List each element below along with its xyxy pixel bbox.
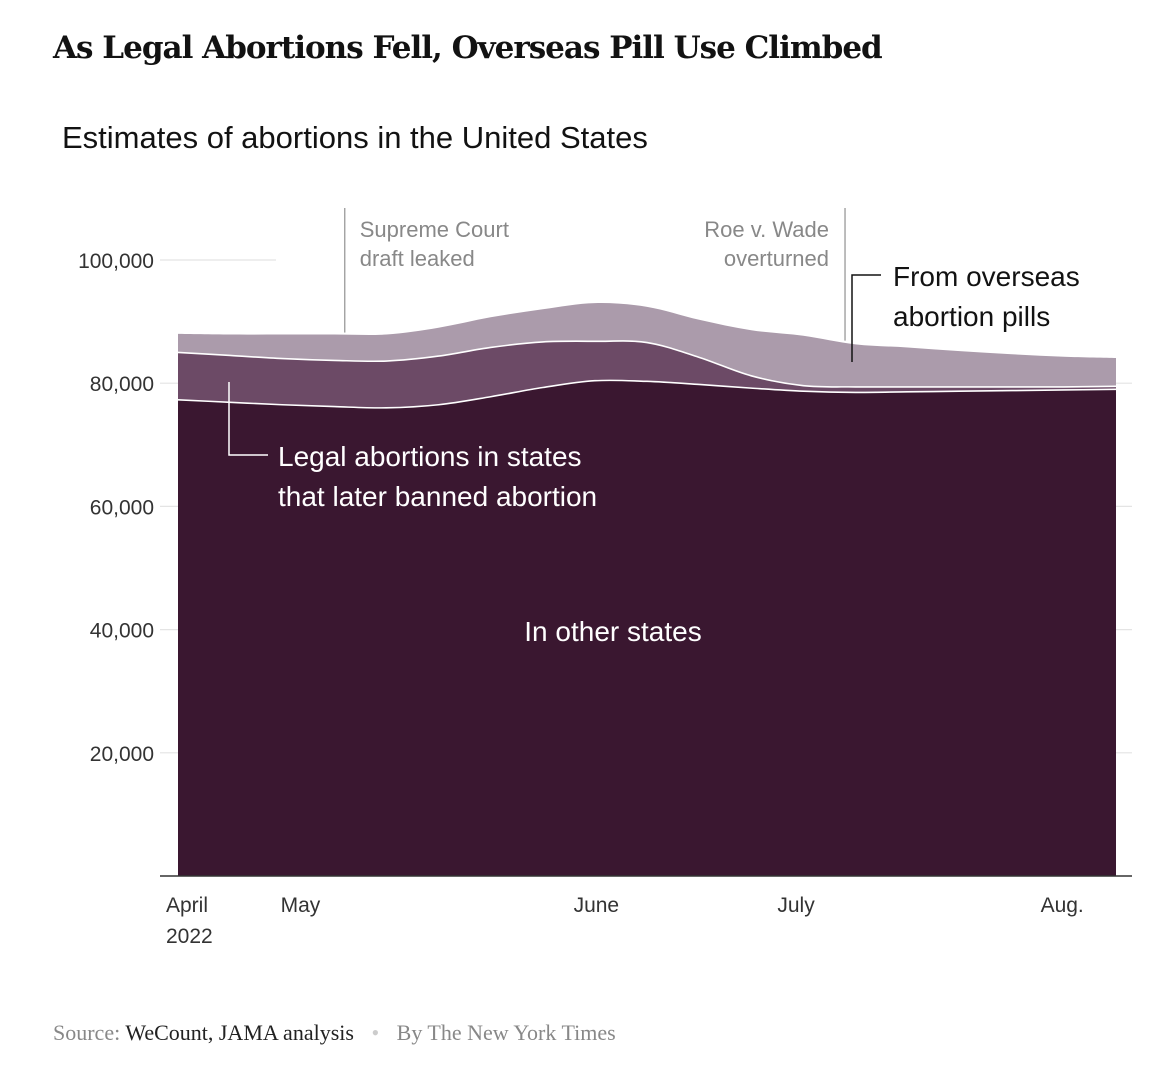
series-boundaries bbox=[177, 340, 1117, 409]
x-tick-label: May bbox=[281, 894, 321, 917]
other-states-series-label: In other states bbox=[524, 616, 701, 647]
legal-leader-line bbox=[228, 382, 268, 456]
roe-overturned-label-line1: Roe v. Wade bbox=[704, 217, 829, 242]
annotations: Supreme Court draft leaked Roe v. Wade o… bbox=[228, 208, 1080, 647]
boundary-legal-banned-states bbox=[177, 340, 1117, 388]
pills-series-label-line1: From overseas bbox=[893, 261, 1080, 292]
roe-overturned-label-line2: overturned bbox=[724, 246, 829, 271]
x-axis-ticks: April 2022 May June July Aug. bbox=[166, 894, 1084, 948]
area-other-states bbox=[178, 380, 1116, 876]
source-byline: By The New York Times bbox=[396, 1020, 616, 1045]
source-separator: • bbox=[371, 1020, 380, 1045]
x-tick-label-year: 2022 bbox=[166, 925, 213, 948]
legal-series-label-line2: that later banned abortion bbox=[278, 481, 597, 512]
area-legal-banned-states bbox=[178, 340, 1116, 408]
boundary-other-states bbox=[177, 379, 1117, 409]
source-names: WeCount, JAMA analysis bbox=[125, 1020, 354, 1045]
x-tick-label: Aug. bbox=[1041, 894, 1084, 917]
y-axis-ticks: 20,000 40,000 60,000 80,000 100,000 bbox=[78, 250, 154, 766]
y-tick-label: 80,000 bbox=[90, 373, 154, 396]
source-line: Source: WeCount, JAMA analysis • By The … bbox=[53, 1020, 616, 1046]
x-tick-label: June bbox=[574, 894, 620, 917]
chart-title: As Legal Abortions Fell, Overseas Pill U… bbox=[53, 30, 883, 66]
pills-leader-line bbox=[851, 274, 881, 362]
legal-series-label-line1: Legal abortions in states bbox=[278, 441, 582, 472]
y-tick-label: 20,000 bbox=[90, 743, 154, 766]
y-tick-label: 40,000 bbox=[90, 620, 154, 643]
stacked-areas bbox=[178, 303, 1116, 876]
x-tick-label: July bbox=[777, 894, 815, 917]
chart-subtitle: Estimates of abortions in the United Sta… bbox=[62, 120, 648, 155]
area-overseas-pills bbox=[178, 303, 1116, 387]
y-tick-label: 60,000 bbox=[90, 496, 154, 519]
draft-leak-label-line1: Supreme Court bbox=[360, 217, 509, 242]
draft-leak-label-line2: draft leaked bbox=[360, 246, 475, 271]
area-chart: 20,000 40,000 60,000 80,000 100,000 April 202… bbox=[78, 208, 1132, 948]
source-prefix: Source: bbox=[53, 1020, 121, 1045]
y-tick-label: 100,000 bbox=[78, 250, 154, 273]
pills-series-label-line2: abortion pills bbox=[893, 301, 1050, 332]
x-tick-label: April bbox=[166, 894, 208, 917]
